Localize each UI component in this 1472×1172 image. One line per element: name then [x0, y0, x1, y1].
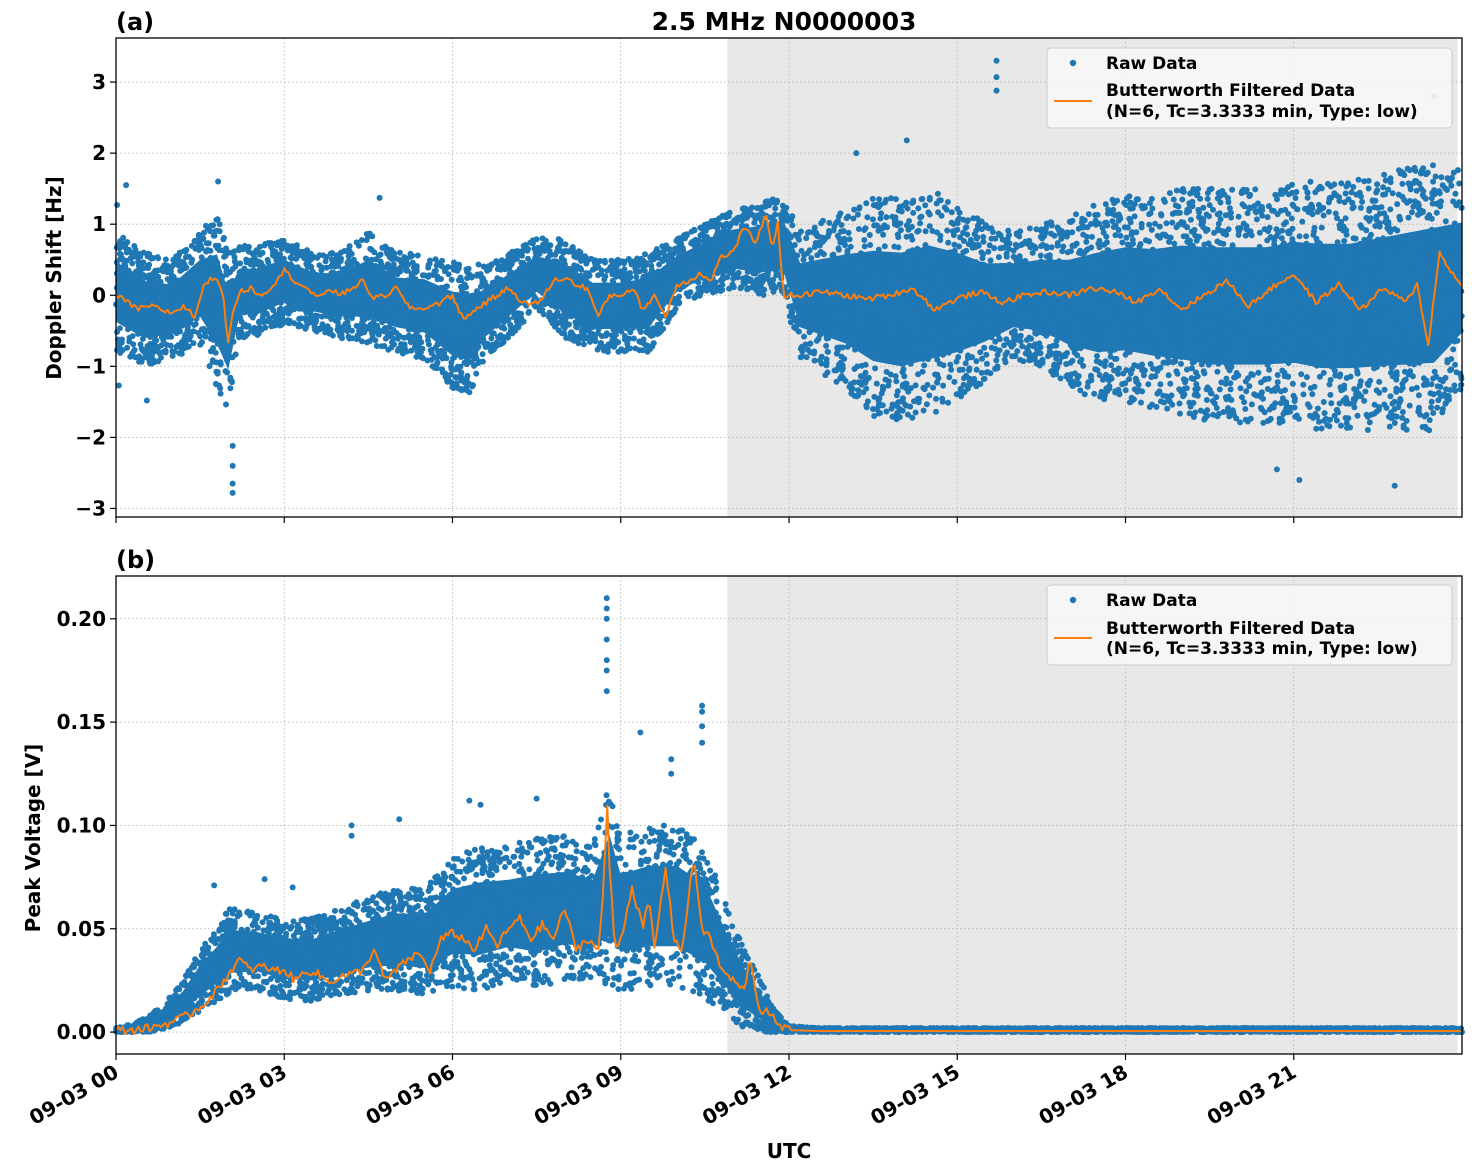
panel-a-y-tick-label: 3 — [92, 70, 106, 94]
panel-b-raw-outlier-point — [603, 636, 610, 643]
panel-b-y-tick-label: 0.20 — [57, 607, 106, 631]
panel-a-raw-outlier-point — [143, 397, 150, 404]
panel-a-raw-outlier-point — [229, 489, 236, 496]
panel-a-raw-outlier-point — [123, 182, 130, 189]
panel-a-legend-filtered-label-1: Butterworth Filtered Data — [1106, 81, 1355, 101]
panel-a: −3 −2 −1 0 1 2 3 (a) 2.5 MHz N0000003 Doppler … — [42, 7, 1465, 523]
panel-a-raw-outlier-point — [376, 194, 383, 201]
panel-a-raw-outlier-point — [993, 74, 1000, 81]
x-tick-label: 09-03 18 — [1034, 1060, 1132, 1130]
panel-a-raw-outlier-point — [229, 462, 236, 469]
panel-b-raw-data-points — [113, 792, 1465, 1036]
panel-a-raw-outlier-point — [1296, 477, 1303, 484]
panel-b-raw-outlier-point — [603, 605, 610, 612]
panel-b-legend-raw-label: Raw Data — [1106, 591, 1197, 611]
panel-a-legend-box — [1046, 47, 1453, 129]
panel-a-raw-outlier-point — [993, 87, 1000, 94]
panel-a-raw-outlier-point — [1391, 482, 1398, 489]
panel-a-y-tick-label: 0 — [92, 283, 106, 307]
panel-b-raw-outlier-point — [699, 708, 706, 715]
panel-b-raw-outlier-point — [757, 998, 764, 1005]
panel-a-x-ticks — [115, 517, 1295, 523]
panel-b-raw-outlier-point — [668, 770, 675, 777]
panel-a-raw-outlier-point — [114, 202, 121, 209]
panel-b-x-ticks: 09-03 00 09-03 03 09-03 06 09-03 09 09-03 12… — [25, 1054, 1300, 1130]
panel-b-legend-filtered-label-2: (N=6, Tc=3.3333 min, Type: low) — [1106, 639, 1418, 659]
panel-b-raw-outlier-point — [348, 832, 355, 839]
panel-a-raw-outlier-point — [853, 150, 860, 157]
panel-a-y-tick-label: −1 — [75, 354, 106, 378]
panel-b-raw-outlier-point — [396, 816, 403, 823]
panel-b-raw-outlier-point — [637, 729, 644, 736]
panel-a-raw-outlier-point — [993, 57, 1000, 64]
x-tick-label: 09-03 12 — [698, 1060, 796, 1130]
panel-b-raw-outlier-point — [603, 595, 610, 602]
panel-a-raw-outlier-point — [229, 480, 236, 487]
panel-b-raw-outlier-point — [603, 688, 610, 695]
x-tick-label: 09-03 06 — [361, 1060, 459, 1130]
panel-a-y-tick-label: −2 — [75, 425, 106, 449]
panel-a-label: (a) — [116, 8, 154, 36]
panel-b-raw-outlier-point — [603, 667, 610, 674]
panel-b-legend-raw-marker — [1069, 596, 1077, 604]
panel-b-raw-outlier-point — [477, 801, 484, 808]
panel-a-legend-raw-label: Raw Data — [1106, 54, 1197, 74]
panel-b-label: (b) — [116, 546, 155, 574]
panel-a-y-tick-label: −3 — [75, 496, 106, 520]
x-tick-label: 09-03 15 — [866, 1060, 964, 1130]
panel-a-y-tick-label: 1 — [92, 212, 106, 236]
panel-b-y-axis-label: Peak Voltage [V] — [21, 744, 45, 933]
panel-b-y-ticks: 0.00 0.05 0.10 0.15 0.20 — [57, 607, 116, 1044]
panel-b-legend-box — [1046, 584, 1453, 666]
panel-a-legend-raw-marker — [1069, 59, 1077, 67]
panel-a-y-tick-label: 2 — [92, 141, 106, 165]
panel-b-raw-outlier-point — [466, 797, 473, 804]
panel-b-raw-outlier-point — [533, 795, 540, 802]
panel-b-raw-outlier-point — [603, 615, 610, 622]
panel-b-raw-outlier-point — [699, 723, 706, 730]
x-axis-label: UTC — [767, 1139, 812, 1163]
panel-b-y-tick-label: 0.00 — [57, 1020, 106, 1044]
panel-b-y-tick-label: 0.10 — [57, 813, 106, 837]
panel-b-raw-outlier-point — [289, 884, 296, 891]
panel-b-raw-outlier-point — [668, 756, 675, 763]
panel-a-filtered-line — [115, 215, 1463, 347]
panel-b-y-tick-label: 0.15 — [57, 710, 106, 734]
panel-b-raw-outlier-point — [261, 876, 268, 883]
panel-a-raw-outlier-point — [115, 382, 122, 389]
x-tick-label: 09-03 21 — [1203, 1060, 1301, 1130]
x-tick-label: 09-03 09 — [530, 1060, 628, 1130]
panel-a-raw-outlier-point — [1273, 466, 1280, 473]
panel-b-raw-outlier-point — [699, 702, 706, 709]
panel-a-raw-outlier-point — [215, 178, 222, 185]
panel-b-raw-outlier-point — [699, 739, 706, 746]
panel-a-legend: Raw Data Butterworth Filtered Data (N=6,… — [1046, 47, 1453, 129]
panel-a-raw-outlier-point — [229, 442, 236, 449]
x-tick-label: 09-03 03 — [193, 1060, 291, 1130]
panel-a-y-axis-label: Doppler Shift [Hz] — [42, 176, 66, 380]
panel-a-raw-data-points — [113, 162, 1465, 434]
panel-a-y-ticks: −3 −2 −1 0 1 2 3 — [75, 70, 116, 520]
panel-b-raw-outlier-point — [211, 882, 218, 889]
panel-b-filtered-line — [115, 804, 1462, 1035]
panel-a-legend-filtered-label-2: (N=6, Tc=3.3333 min, Type: low) — [1106, 102, 1418, 122]
x-tick-label: 09-03 00 — [25, 1060, 123, 1130]
figure-title: 2.5 MHz N0000003 — [652, 7, 917, 36]
panel-b-legend: Raw Data Butterworth Filtered Data (N=6,… — [1046, 584, 1453, 666]
panel-b-raw-outlier-point — [603, 657, 610, 664]
panel-b-raw-outlier-point — [348, 822, 355, 829]
panel-b: 0.000.050.100.150.20 09-03 00 09-03 03 09-… — [21, 546, 1465, 1163]
panel-b-y-tick-label: 0.05 — [57, 917, 106, 941]
panel-b-legend-filtered-label-1: Butterworth Filtered Data — [1106, 619, 1355, 639]
panel-a-raw-outlier-point — [903, 137, 910, 144]
panel-b-raw-data-scatter — [113, 595, 1465, 1036]
